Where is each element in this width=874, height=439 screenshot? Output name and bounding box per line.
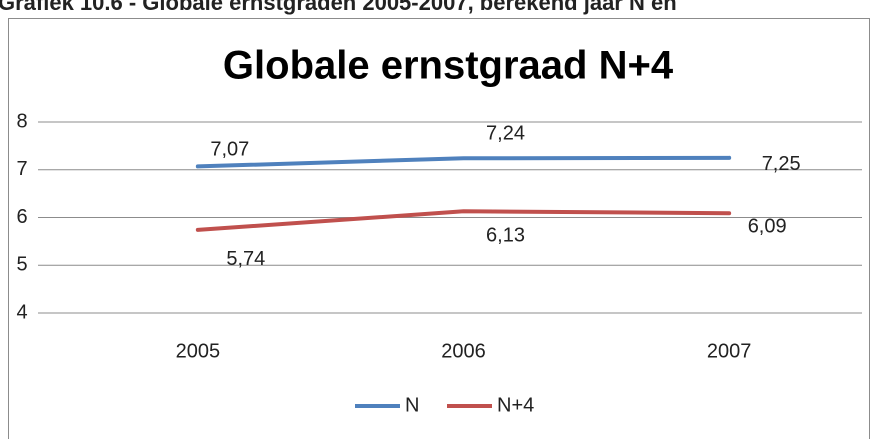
series-line [195,155,732,169]
y-tick-label: 5 [16,254,27,276]
data-label: 6,13 [486,225,525,247]
x-tick-label: 2005 [176,340,221,362]
data-label: 7,24 [486,123,525,145]
y-tick-label: 7 [16,158,27,180]
series-line [195,209,732,232]
legend-label: N [405,394,419,416]
chart-title: Globale ernstgraad N+4 [223,44,674,88]
data-label: 7,07 [210,139,249,161]
chart-frame [8,18,870,439]
data-label: 5,74 [226,248,265,270]
y-tick-label: 6 [16,206,27,228]
y-tick-label: 4 [16,301,27,323]
data-label: 6,09 [748,215,787,237]
y-tick-label: 8 [16,110,27,132]
x-tick-label: 2007 [707,340,752,362]
legend-label: N+4 [497,394,534,416]
x-tick-label: 2006 [441,340,486,362]
caption: Grafiek 10.6 - Globale ernstgraden 2005-… [0,0,677,15]
data-label: 7,25 [762,153,801,175]
